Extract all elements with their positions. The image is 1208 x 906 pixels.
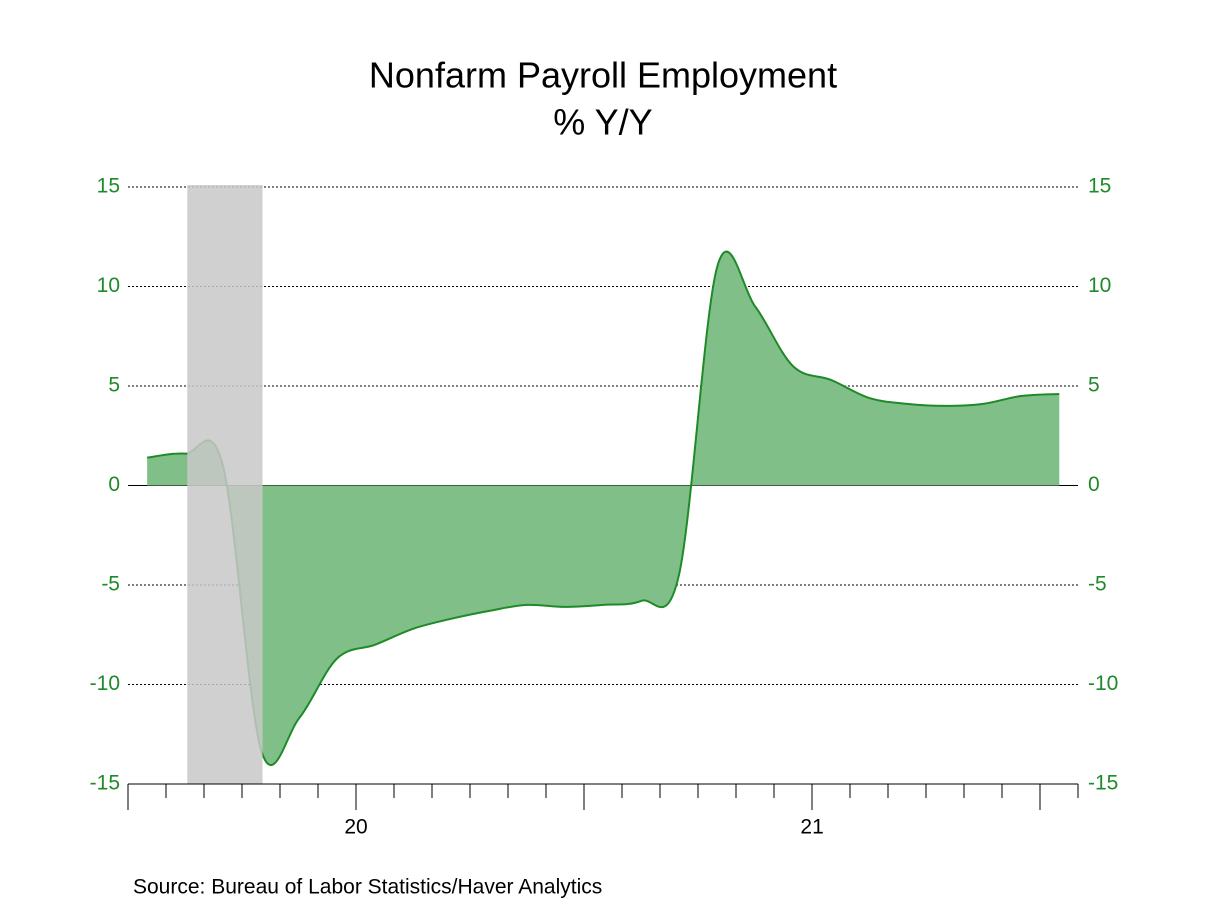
chart-title: Nonfarm Payroll Employment bbox=[369, 55, 837, 96]
y-tick-label: -10 bbox=[90, 672, 120, 695]
y-tick-label: 15 bbox=[97, 175, 120, 198]
y2-tick-label: 10 bbox=[1088, 274, 1111, 297]
source-note: Source: Bureau of Labor Statistics/Haver… bbox=[133, 876, 602, 899]
y2-tick-label: 0 bbox=[1088, 473, 1100, 496]
y-tick-label: 0 bbox=[108, 473, 120, 496]
y-tick-label: -15 bbox=[90, 772, 120, 795]
y-tick-label: -5 bbox=[101, 573, 120, 596]
y2-tick-label: -5 bbox=[1088, 573, 1107, 596]
y-tick-label: 10 bbox=[97, 274, 120, 297]
y2-tick-label: 15 bbox=[1088, 175, 1111, 198]
area-line bbox=[147, 250, 1060, 767]
shaded-region bbox=[187, 185, 263, 784]
y2-tick-label: -10 bbox=[1088, 672, 1118, 695]
y2-tick-label: 5 bbox=[1088, 374, 1100, 397]
chart-subtitle: % Y/Y bbox=[553, 102, 652, 143]
x-tick-label: 21 bbox=[800, 816, 823, 839]
x-tick-label: 20 bbox=[344, 816, 367, 839]
y-tick-label: 5 bbox=[108, 374, 120, 397]
area-fill bbox=[147, 251, 1060, 766]
y2-tick-label: -15 bbox=[1088, 772, 1118, 795]
